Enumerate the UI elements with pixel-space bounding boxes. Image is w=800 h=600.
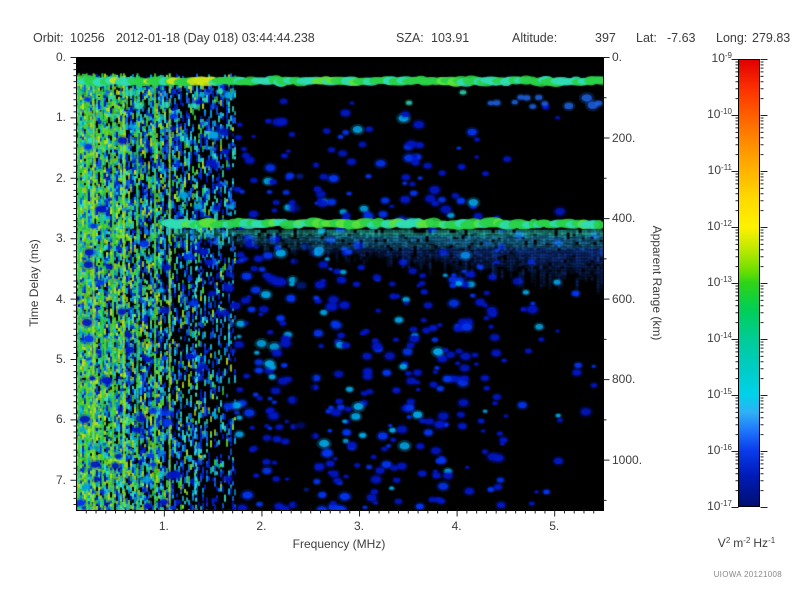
range-tick-label: 200. bbox=[612, 130, 636, 145]
range-tick-label: 0. bbox=[612, 50, 623, 64]
long-label: Long: bbox=[716, 31, 748, 45]
range-tick-label: 600. bbox=[612, 291, 636, 306]
x-tick-label: 5. bbox=[549, 519, 560, 533]
lat-value: -7.63 bbox=[667, 31, 696, 45]
range-tick-label: 400. bbox=[612, 211, 636, 226]
altitude-label: Altitude: bbox=[512, 31, 558, 45]
x-tick-label: 2. bbox=[256, 519, 267, 533]
colorbar-tick-label: 10-16 bbox=[707, 443, 732, 457]
orbit-label: Orbit: bbox=[33, 31, 64, 45]
colorbar-tick-label: 10-10 bbox=[707, 107, 732, 121]
time-tick-label: 0. bbox=[55, 50, 66, 64]
colorbar-tick-label: 10-13 bbox=[707, 275, 732, 289]
colorbar-units: V2 m-2 Hz-1 bbox=[717, 536, 776, 550]
range-tick-label: 1000. bbox=[612, 452, 643, 467]
colorbar-tick-label: 10-15 bbox=[707, 387, 732, 401]
time-tick-label: 2. bbox=[55, 170, 66, 185]
lat-label: Lat: bbox=[636, 31, 657, 45]
colorbar-tick-label: 10-12 bbox=[707, 219, 732, 233]
time-tick-label: 1. bbox=[55, 110, 66, 125]
credit-text: UIOWA 20121008 bbox=[713, 570, 782, 579]
time-tick-label: 4. bbox=[55, 291, 66, 306]
orbit-value: 10256 bbox=[70, 31, 105, 45]
x-axis-title: Frequency (MHz) bbox=[292, 537, 386, 551]
sza-value: 103.91 bbox=[431, 31, 470, 45]
datetime-value: 2012-01-18 (Day 018) 03:44:44.238 bbox=[116, 31, 315, 45]
colorbar-tick-label: 10-9 bbox=[711, 51, 732, 65]
x-tick-label: 1. bbox=[158, 519, 169, 533]
time-tick-label: 5. bbox=[55, 352, 66, 366]
range-tick-label: 800. bbox=[612, 372, 636, 387]
x-tick-label: 4. bbox=[451, 519, 462, 533]
altitude-value: 397 bbox=[595, 31, 616, 45]
colorbar-tick-label: 10-14 bbox=[707, 331, 732, 345]
time-tick-label: 7. bbox=[55, 472, 66, 487]
colorbar-tick-label: 10-17 bbox=[707, 499, 732, 513]
spectrogram-canvas bbox=[76, 57, 603, 510]
colorbar-tick-label: 10-11 bbox=[707, 163, 732, 177]
right-axis-title: Apparent Range (km) bbox=[650, 225, 664, 341]
colorbar bbox=[738, 59, 760, 507]
sza-label: SZA: bbox=[396, 31, 424, 45]
long-value: 279.83 bbox=[752, 31, 791, 45]
x-tick-label: 3. bbox=[354, 519, 365, 533]
time-tick-label: 3. bbox=[55, 231, 66, 246]
time-tick-label: 6. bbox=[55, 412, 66, 427]
